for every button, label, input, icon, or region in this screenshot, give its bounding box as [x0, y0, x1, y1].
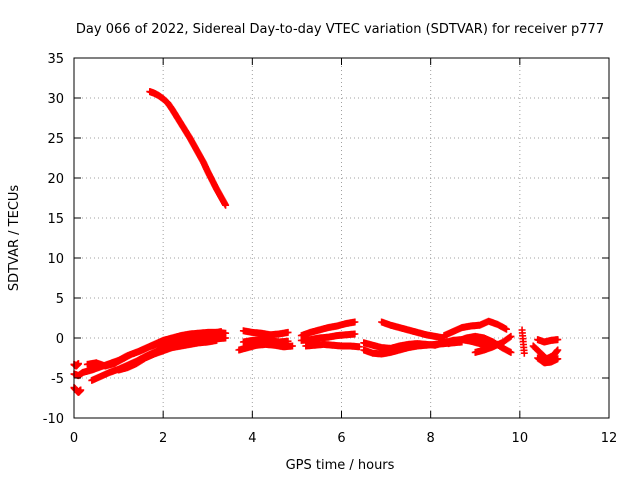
series-arc-m: [378, 318, 448, 342]
data-point: [217, 328, 225, 336]
x-tick-label: 0: [70, 431, 78, 446]
y-tick-label: 25: [47, 132, 64, 147]
series-arc-c: [83, 328, 225, 370]
series-arc-u: [534, 354, 562, 367]
series-arc-p: [440, 317, 510, 340]
series-arc-d: [115, 336, 221, 374]
axis-tick-labels: 0 2 4 6 8 10 12 -10 -5 0 5 10 15 20 25 30 35: [43, 52, 618, 446]
x-tick-label: 6: [337, 431, 345, 446]
series-arc-r: [471, 332, 515, 356]
data-point: [507, 348, 515, 356]
data-point: [351, 318, 359, 326]
series-arc-v: [534, 336, 562, 346]
data-point: [554, 355, 562, 363]
data-point: [554, 336, 562, 344]
series-arc-high: [146, 88, 230, 209]
y-tick-label: -10: [43, 412, 64, 427]
y-tick-label: 35: [47, 52, 64, 67]
x-axis-label: GPS time / hours: [286, 458, 395, 473]
y-tick-label: 10: [47, 252, 64, 267]
chart-title: Day 066 of 2022, Sidereal Day-to-day VTE…: [76, 22, 604, 37]
data-point: [222, 334, 230, 342]
data-point: [507, 332, 515, 340]
data-point: [222, 201, 230, 209]
y-tick-label: 5: [56, 292, 64, 307]
y-tick-label: -5: [51, 372, 64, 387]
data-point: [213, 336, 221, 344]
x-tick-label: 4: [248, 431, 256, 446]
data-point: [554, 346, 562, 354]
y-tick-label: 15: [47, 212, 64, 227]
data-point: [284, 328, 292, 336]
x-tick-label: 10: [512, 431, 529, 446]
y-tick-label: 0: [56, 332, 64, 347]
data-point: [288, 342, 296, 350]
series-arc-t: [529, 342, 562, 363]
data-point: [77, 386, 85, 394]
y-axis-label: SDTVAR / TECUs: [7, 185, 22, 292]
y-tick-label: 30: [47, 92, 64, 107]
series-arc-h: [239, 336, 292, 346]
series-arc-s: [518, 326, 528, 357]
data-point: [502, 325, 510, 333]
data-point: [520, 349, 528, 357]
series-arc-o: [360, 338, 466, 358]
y-tick-label: 20: [47, 172, 64, 187]
data-point: [506, 333, 514, 341]
data-point: [351, 330, 359, 338]
data-series: [70, 88, 562, 396]
axis-ticks: [73, 57, 610, 419]
series-arc-e: [70, 360, 82, 370]
data-point: [355, 343, 363, 351]
series-arc-i: [235, 340, 296, 354]
series-arc-k: [297, 330, 359, 344]
x-tick-label: 12: [601, 431, 618, 446]
data-point: [74, 360, 82, 368]
x-tick-label: 8: [427, 431, 435, 446]
series-arc-j: [297, 318, 359, 340]
x-tick-label: 2: [159, 431, 167, 446]
series-arc-l: [302, 340, 363, 351]
